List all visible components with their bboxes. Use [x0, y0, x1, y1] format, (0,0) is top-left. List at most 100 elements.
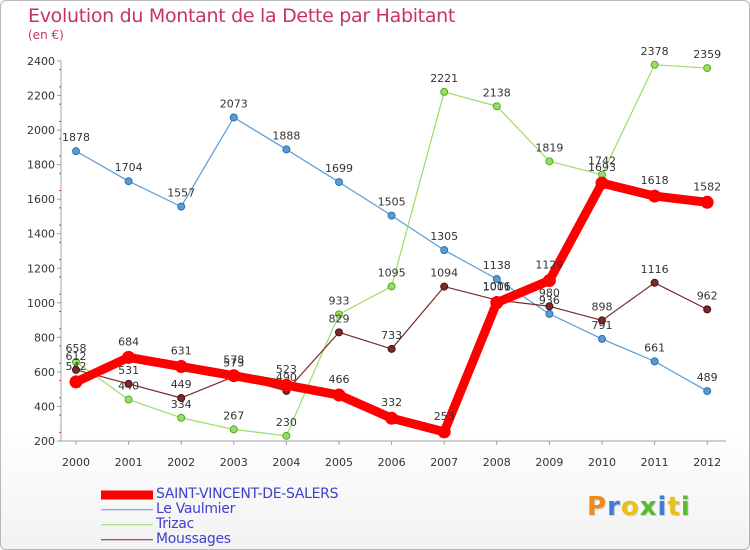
y-tick-label: 2200 — [27, 90, 55, 103]
y-tick-label: 1800 — [27, 159, 55, 172]
data-point — [492, 274, 501, 283]
data-label: 2138 — [483, 86, 511, 99]
data-label: 1582 — [693, 180, 721, 193]
data-point — [387, 344, 396, 353]
data-label: 658 — [66, 342, 87, 355]
data-point — [177, 393, 186, 402]
data-point — [229, 425, 238, 434]
data-point — [177, 202, 186, 211]
data-label: 684 — [118, 335, 139, 348]
x-tick-label: 2004 — [272, 456, 300, 469]
data-point — [122, 350, 136, 364]
data-point — [124, 379, 133, 388]
data-label: 980 — [539, 286, 560, 299]
legend-label: SAINT-VINCENT-DE-SALERS — [156, 486, 339, 502]
data-point — [542, 274, 556, 288]
data-point — [545, 302, 554, 311]
data-label: 936 — [539, 294, 560, 307]
data-label: 332 — [381, 396, 402, 409]
data-point — [335, 178, 343, 187]
data-point — [545, 157, 554, 166]
legend-label: Trizac — [156, 516, 194, 532]
y-tick-label: 2400 — [27, 55, 55, 68]
data-point — [440, 87, 449, 96]
data-label: 1878 — [62, 131, 90, 144]
series-saint-vincent-de-salers: 542 684 631 578 523 466 332 253 1001 1129 1693 1618… — [66, 161, 721, 439]
data-point — [648, 189, 662, 203]
data-point — [492, 102, 501, 111]
x-tick-label: 2002 — [167, 456, 195, 469]
data-label: 962 — [697, 289, 718, 302]
data-point — [72, 357, 80, 366]
data-label: 1116 — [641, 263, 669, 276]
data-label: 253 — [434, 410, 455, 423]
y-tick-label: 2000 — [27, 124, 55, 137]
data-point — [440, 282, 449, 291]
y-tick-label: 400 — [34, 400, 55, 413]
data-label: 267 — [223, 409, 244, 422]
data-label: 531 — [118, 364, 139, 377]
x-tick-label: 2009 — [535, 456, 563, 469]
data-label: 542 — [66, 360, 87, 373]
x-tick-label: 2011 — [641, 456, 669, 469]
data-point — [650, 60, 659, 69]
data-point — [72, 365, 80, 374]
data-point — [124, 177, 133, 186]
data-label: 2073 — [220, 97, 248, 110]
legend-swatch — [101, 490, 153, 499]
data-point — [227, 369, 241, 383]
data-point — [177, 413, 186, 422]
data-label: 489 — [697, 371, 718, 384]
data-label: 523 — [276, 363, 297, 376]
data-label: 829 — [329, 312, 350, 325]
data-point — [72, 147, 80, 156]
data-label: 1819 — [535, 141, 563, 154]
chart-title: Evolution du Montant de la Dette par Hab… — [28, 5, 456, 27]
data-point — [279, 378, 293, 392]
y-tick-label: 800 — [34, 331, 55, 344]
data-point — [703, 64, 712, 73]
data-point — [282, 145, 291, 154]
data-label: 1001 — [483, 281, 511, 294]
data-point — [598, 316, 606, 325]
data-label: 1505 — [378, 196, 406, 209]
data-label: 230 — [276, 416, 297, 429]
data-label: 573 — [223, 357, 244, 370]
data-point — [440, 246, 449, 255]
data-point — [650, 357, 659, 366]
data-point — [282, 431, 291, 440]
y-tick-label: 1600 — [27, 193, 55, 206]
y-tick-label: 600 — [34, 366, 55, 379]
series-le-vaulmier: 1878 1704 1557 2073 1888 1699 1505 1305 1138 936 7… — [62, 97, 718, 396]
legend-swatch — [101, 523, 153, 526]
data-label: 449 — [171, 378, 192, 391]
data-label: 2378 — [641, 45, 669, 58]
data-label: 1704 — [115, 161, 143, 174]
x-tick-label: 2010 — [588, 456, 616, 469]
x-tick-label: 2005 — [325, 456, 353, 469]
data-label: 631 — [171, 345, 192, 358]
series-line — [74, 178, 708, 437]
data-label: 1016 — [483, 280, 511, 293]
data-label: 1693 — [588, 161, 616, 174]
y-tick-label: 1200 — [27, 262, 55, 275]
data-point — [335, 310, 343, 319]
data-point — [490, 296, 504, 310]
data-point — [703, 387, 712, 396]
legend-label: Le Vaulmier — [156, 501, 236, 517]
data-label: 1888 — [272, 129, 300, 142]
x-tick-label: 2000 — [62, 456, 90, 469]
data-point — [174, 360, 188, 374]
data-label: 1742 — [588, 155, 616, 168]
data-label: 898 — [592, 300, 613, 313]
series-trizac: 6584403342672309331095222121381819174223… — [66, 45, 721, 440]
data-label: 1138 — [483, 259, 511, 272]
data-label: 1699 — [325, 162, 353, 175]
data-point — [703, 305, 712, 314]
data-label: 1129 — [535, 259, 563, 272]
data-label: 612 — [66, 350, 87, 363]
x-tick-label: 2001 — [115, 456, 143, 469]
x-tick-label: 2008 — [483, 456, 511, 469]
